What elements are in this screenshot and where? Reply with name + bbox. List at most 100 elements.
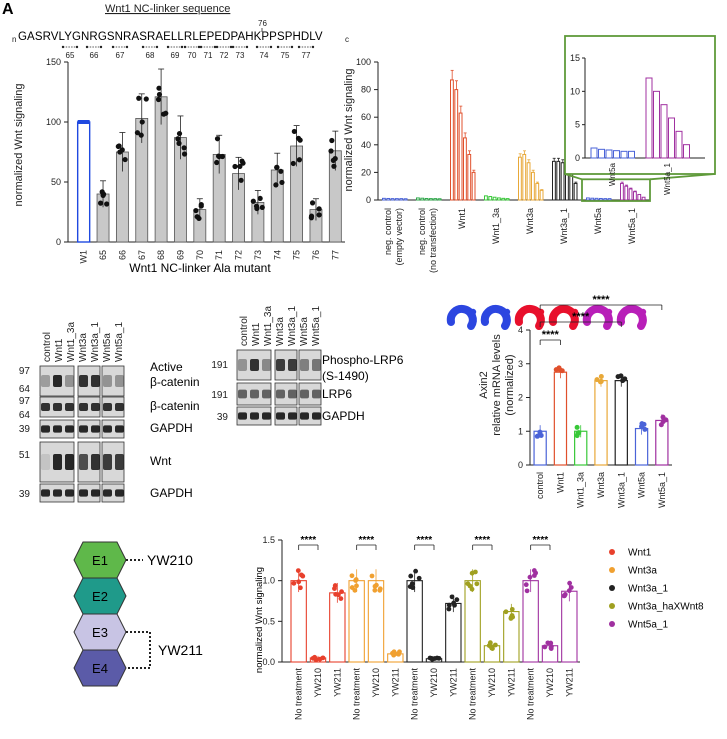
antibody-point: [548, 645, 554, 651]
ala-point: [238, 177, 244, 183]
blot-marker: 191: [211, 360, 228, 371]
ala-point: [290, 160, 296, 167]
ala-point: [254, 205, 260, 212]
inset-bar: [620, 150, 628, 159]
antibody-point: [567, 580, 573, 586]
dose-ytick: 0: [366, 195, 371, 205]
blot-row-label: Active: [150, 360, 183, 374]
ala-ytick: 150: [46, 57, 61, 67]
blot-row-label: GAPDH: [150, 486, 193, 500]
dose-bar: [454, 89, 459, 201]
domain-label: E3: [92, 625, 108, 640]
antibody-point: [527, 574, 533, 580]
inset-ytick: 10: [570, 86, 580, 96]
dose-xtick: Wnt5a: [593, 208, 603, 234]
blot-marker: 97: [19, 396, 31, 407]
antibody-bar: [367, 580, 385, 663]
antibody-point: [352, 587, 358, 593]
ala-point: [328, 148, 334, 154]
antibody-point: [410, 585, 416, 591]
ala-scan-chart: normalized Wnt signaling Wnt1 NC-linker …: [13, 57, 345, 275]
blot-band: [276, 389, 285, 399]
dose-bar: [552, 160, 556, 201]
blot-lane-label: Wnt3a: [78, 333, 89, 362]
linker-position: 77: [302, 51, 311, 60]
blot-band: [41, 403, 50, 411]
ala-xtick: 66: [117, 250, 127, 260]
antibody-significance: ****: [359, 535, 375, 546]
ala-point: [291, 128, 297, 135]
axin2-point: [622, 376, 628, 382]
antibody-point: [413, 568, 419, 574]
ala-point: [193, 207, 199, 214]
ala-point: [139, 119, 145, 125]
antibody-point: [510, 614, 516, 620]
blot-band: [103, 375, 112, 387]
ala-point: [156, 85, 162, 91]
dose-bar: [382, 197, 386, 201]
wnt-icon: [616, 304, 647, 330]
ala-xtick: 68: [156, 250, 166, 260]
antibody-point: [391, 649, 397, 655]
blot-marker: 39: [19, 424, 31, 435]
blot-row-label: (S-1490): [322, 369, 369, 383]
ala-point: [297, 137, 303, 143]
blot-band: [312, 412, 321, 420]
domain-hexagon: [73, 649, 127, 687]
antibody-bar: [406, 580, 423, 663]
linker-position: 75: [281, 51, 290, 60]
blot-band: [91, 425, 100, 433]
blot-marker: 64: [19, 410, 31, 421]
ala-point: [279, 179, 285, 186]
dose-bar: [586, 197, 590, 201]
antibody-xtick: YW211: [506, 668, 516, 697]
antibody-point: [503, 609, 509, 615]
antibody-point: [486, 643, 492, 648]
ala-point: [181, 145, 187, 151]
blot-band: [312, 359, 321, 371]
blot-band: [41, 489, 50, 497]
ala-point: [308, 215, 314, 221]
blot-band: [53, 489, 62, 497]
antibody-xtick: YW210: [429, 668, 439, 698]
dose-bar: [403, 198, 408, 201]
linker-position: 71: [204, 51, 213, 60]
antibody-point: [446, 606, 452, 612]
antibody-point: [566, 588, 572, 594]
ala-xtick: 75: [292, 250, 302, 260]
axin2-ytick: 1: [518, 426, 523, 436]
antibody-point: [372, 587, 378, 593]
linker-title: Wnt1 NC-linker sequence: [105, 3, 230, 15]
axin2-xtick: Wnt5a_1: [657, 472, 667, 508]
blot-band: [79, 403, 88, 411]
blot-band: [312, 389, 321, 399]
inset-bar: [675, 130, 683, 159]
linker-position: 67: [116, 51, 125, 60]
dose-bar: [599, 197, 603, 201]
dose-ytick: 20: [361, 167, 371, 177]
linker-position: 69: [171, 51, 180, 60]
dose-bar: [518, 156, 522, 201]
linker-position: 65: [66, 51, 75, 60]
dose-bar: [628, 188, 633, 201]
dose-bar: [505, 198, 510, 201]
antibody-significance: ****: [417, 535, 433, 546]
antibody-point: [416, 575, 422, 581]
axin2-point: [660, 419, 666, 425]
antibody-point: [373, 582, 379, 588]
antibody-xtick: No treatment: [294, 668, 304, 721]
domain-label: E4: [92, 661, 108, 676]
dose-bar: [420, 197, 425, 201]
blot-lane-label: Wnt5a: [299, 317, 310, 346]
axin2-ylabel-3: (normalized): [504, 354, 516, 415]
dose-bar: [641, 196, 646, 201]
antibody-significance: ****: [533, 535, 549, 546]
blot-band: [79, 425, 88, 433]
blot-band: [262, 359, 271, 371]
ala-point: [196, 215, 202, 222]
dose-bar: [603, 198, 608, 201]
dose-xtick: neg. control: [417, 208, 427, 255]
antibody-bar: [348, 580, 365, 663]
ala-point: [329, 137, 335, 144]
antibody-point: [408, 573, 414, 579]
